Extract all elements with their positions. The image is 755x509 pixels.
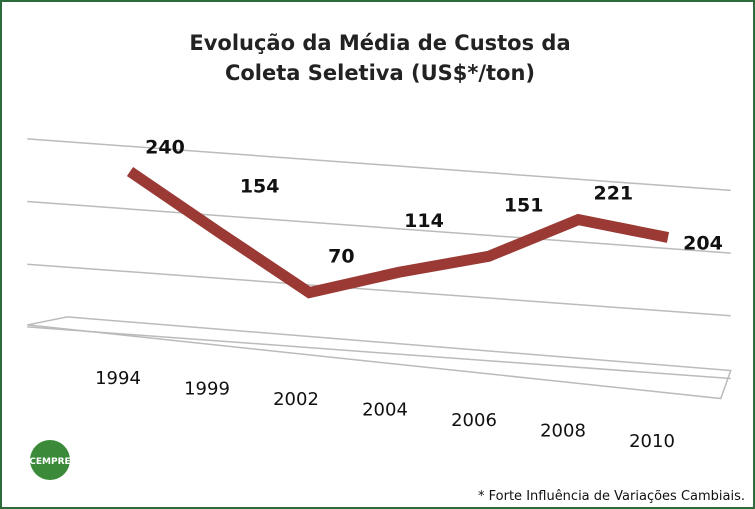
logo-icon — [30, 440, 70, 480]
x-tick-label: 1994 — [95, 368, 141, 389]
chart-title: Evolução da Média de Custos da Coleta Sel… — [189, 31, 570, 85]
x-tick-label: 2006 — [451, 410, 497, 431]
data-label: 204 — [683, 233, 723, 255]
data-label: 154 — [240, 176, 280, 198]
grid-line — [27, 138, 731, 192]
data-label: 151 — [504, 194, 544, 216]
footnote: * Forte Influência de Variações Cambiais… — [478, 489, 745, 504]
x-tick-label: 2002 — [273, 389, 319, 410]
line — [126, 166, 670, 299]
grid-line — [27, 200, 731, 254]
data-label: 114 — [404, 210, 444, 232]
x-tick-label: 1999 — [184, 379, 230, 400]
x-tick-label: 2010 — [629, 431, 675, 452]
data-label: 240 — [145, 137, 185, 159]
data-label: 221 — [593, 183, 633, 205]
data-label: 70 — [328, 246, 354, 268]
grid-line — [27, 263, 731, 317]
x-tick-label: 2004 — [362, 400, 408, 421]
logo: CEMPRE — [29, 457, 70, 467]
floor — [27, 316, 732, 400]
x-tick-label: 2008 — [540, 421, 586, 442]
grid-line — [27, 326, 731, 380]
